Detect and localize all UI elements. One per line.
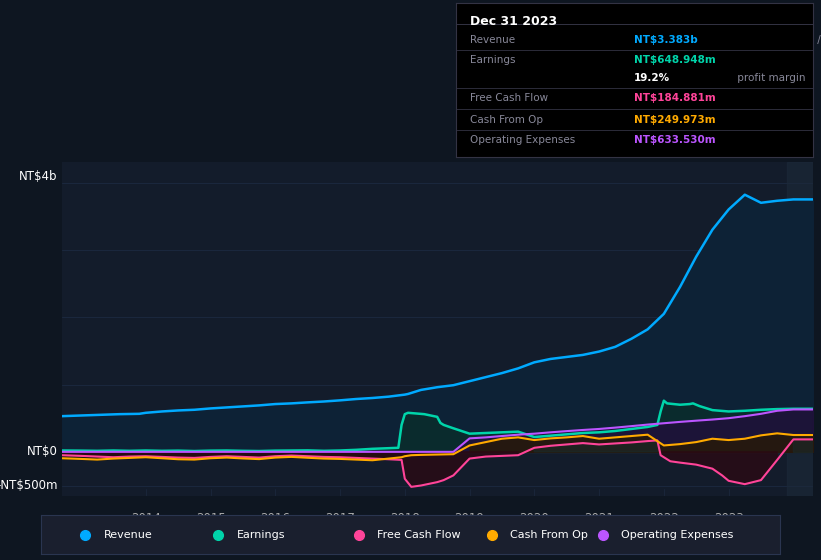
Text: NT$4b: NT$4b (20, 170, 57, 183)
Text: 2017: 2017 (325, 512, 355, 525)
Text: NT$0: NT$0 (27, 445, 57, 458)
Text: 2022: 2022 (649, 512, 679, 525)
Bar (787, 162, 813, 496)
Text: 2023: 2023 (713, 512, 744, 525)
Text: 2021: 2021 (585, 512, 614, 525)
Text: Operating Expenses: Operating Expenses (621, 530, 733, 540)
Text: Dec 31 2023: Dec 31 2023 (470, 15, 557, 28)
Text: Earnings: Earnings (237, 530, 286, 540)
Text: -NT$500m: -NT$500m (0, 479, 57, 492)
Text: NT$3.383b: NT$3.383b (635, 35, 698, 45)
Text: 2015: 2015 (195, 512, 226, 525)
Text: 19.2%: 19.2% (635, 73, 671, 83)
Text: 2019: 2019 (455, 512, 484, 525)
Text: profit margin: profit margin (734, 73, 805, 83)
Text: Free Cash Flow: Free Cash Flow (470, 94, 548, 103)
Text: 2020: 2020 (520, 512, 549, 525)
Text: NT$184.881m: NT$184.881m (635, 94, 716, 103)
Text: NT$648.948m: NT$648.948m (635, 55, 716, 65)
Text: 2014: 2014 (131, 512, 161, 525)
Text: NT$249.973m: NT$249.973m (635, 115, 716, 125)
Text: Earnings: Earnings (470, 55, 516, 65)
Text: 2016: 2016 (260, 512, 290, 525)
Text: Revenue: Revenue (103, 530, 153, 540)
Text: 2018: 2018 (390, 512, 420, 525)
Text: Cash From Op: Cash From Op (470, 115, 543, 125)
Text: Revenue: Revenue (470, 35, 515, 45)
Text: Operating Expenses: Operating Expenses (470, 135, 576, 145)
Text: Cash From Op: Cash From Op (511, 530, 588, 540)
Text: Free Cash Flow: Free Cash Flow (378, 530, 461, 540)
Text: /yr: /yr (814, 35, 821, 45)
Text: NT$633.530m: NT$633.530m (635, 135, 716, 145)
